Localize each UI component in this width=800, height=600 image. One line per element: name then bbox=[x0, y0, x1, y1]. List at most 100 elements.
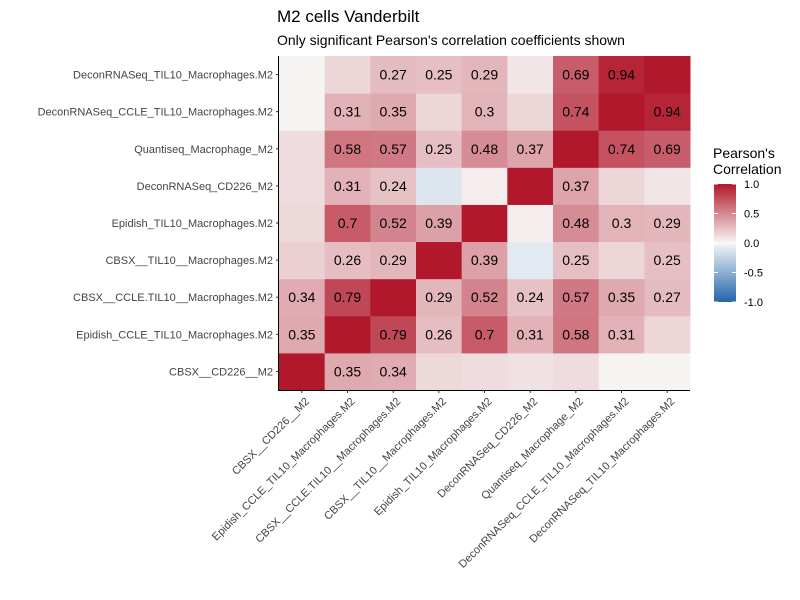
cell-value-label: 0.35 bbox=[380, 104, 407, 120]
heatmap-cell bbox=[370, 315, 417, 354]
heatmap-cell bbox=[324, 241, 371, 280]
heatmap-cell bbox=[324, 315, 371, 354]
cell-value-label: 0.29 bbox=[471, 67, 498, 83]
cell-value-label: 0.57 bbox=[562, 289, 589, 305]
cell-value-label: 0.3 bbox=[612, 215, 632, 231]
heatmap-cell bbox=[553, 278, 600, 317]
cell-value-label: 0.25 bbox=[425, 67, 452, 83]
cell-value-label: 0.74 bbox=[608, 141, 635, 157]
cell-value-label: 0.79 bbox=[334, 289, 361, 305]
heatmap-cell bbox=[279, 278, 326, 317]
y-tick-label: CBSX__TIL10__Macrophages.M2 bbox=[105, 255, 273, 267]
heatmap-cell bbox=[598, 204, 645, 243]
legend-tick-label: 0.0 bbox=[744, 238, 759, 250]
heatmap-cell bbox=[416, 315, 463, 354]
heatmap-cell bbox=[644, 56, 691, 94]
cell-value-label: 0.35 bbox=[288, 326, 315, 342]
cell-value-label: 0.39 bbox=[471, 252, 498, 268]
heatmap-cell bbox=[507, 352, 554, 391]
heatmap-cell bbox=[644, 93, 691, 131]
heatmap-cell bbox=[553, 241, 600, 280]
heatmap-cell bbox=[461, 315, 508, 354]
heatmap-cell bbox=[507, 278, 554, 317]
heatmap-cell bbox=[598, 167, 645, 205]
heatmap-cell bbox=[324, 130, 371, 168]
heatmap-cell bbox=[324, 352, 371, 391]
y-axis-tick-labels: CBSX__CD226__M2 Epidish_CCLE_TIL10_Macrop… bbox=[38, 70, 279, 378]
heatmap-cell bbox=[324, 278, 371, 317]
chart-title: M2 cells Vanderbilt bbox=[277, 7, 420, 26]
heatmap-cell bbox=[553, 352, 600, 391]
heatmap-cell bbox=[553, 130, 600, 168]
cell-value-label: 0.69 bbox=[562, 67, 589, 83]
heatmap-cell bbox=[370, 204, 417, 243]
heatmap-cell bbox=[324, 204, 371, 243]
heatmap-cell bbox=[461, 278, 508, 317]
heatmap-cell bbox=[416, 352, 463, 391]
legend-tick-label: -0.5 bbox=[744, 268, 763, 280]
y-tick-label: DeconRNASeq_CCLE_TIL10_Macrophages.M2 bbox=[38, 107, 273, 119]
cell-value-label: 0.29 bbox=[425, 289, 452, 305]
cell-value-label: 0.35 bbox=[608, 289, 635, 305]
heatmap-cell bbox=[598, 56, 645, 94]
cell-value-label: 0.58 bbox=[562, 326, 589, 342]
heatmap-cell bbox=[598, 130, 645, 168]
heatmap-cell bbox=[370, 241, 417, 280]
cell-value-label: 0.3 bbox=[475, 104, 495, 120]
heatmap-cell bbox=[416, 93, 463, 131]
heatmap-cell bbox=[279, 167, 326, 205]
heatmap-cell bbox=[507, 204, 554, 243]
cell-value-label: 0.94 bbox=[608, 67, 635, 83]
legend-tick-label: -1.0 bbox=[744, 297, 763, 309]
legend-title-line-2: Correlation bbox=[713, 161, 781, 177]
heatmap-cell bbox=[644, 204, 691, 243]
heatmap-cell bbox=[553, 204, 600, 243]
heatmap-cell bbox=[370, 130, 417, 168]
cell-value-label: 0.52 bbox=[471, 289, 498, 305]
heatmap-cell bbox=[279, 241, 326, 280]
heatmap-cell bbox=[644, 130, 691, 168]
heatmap-cell bbox=[461, 204, 508, 243]
cell-value-label: 0.29 bbox=[654, 215, 681, 231]
cell-value-label: 0.58 bbox=[334, 141, 361, 157]
cell-value-label: 0.52 bbox=[380, 215, 407, 231]
heatmap-cell bbox=[416, 204, 463, 243]
x-axis-tick-labels: CBSX__CD226__M2Epidish_CCLE_TIL10_Macrop… bbox=[210, 390, 677, 571]
heatmap-cell bbox=[370, 93, 417, 131]
heatmap-cell bbox=[598, 93, 645, 131]
heatmap-cell bbox=[644, 278, 691, 317]
cell-value-label: 0.34 bbox=[288, 289, 315, 305]
y-tick-label: DeconRNASeq_TIL10_Macrophages.M2 bbox=[73, 70, 273, 82]
cell-value-label: 0.34 bbox=[380, 363, 407, 379]
heatmap-cell bbox=[324, 167, 371, 205]
heatmap-cell bbox=[553, 167, 600, 205]
cell-value-label: 0.24 bbox=[517, 289, 544, 305]
heatmap-cell bbox=[324, 56, 371, 94]
heatmap-cell-labels: 0.35 0.34 0.35 0.79 0.26 0.7 0.31 0.58 0.31 0.34 0… bbox=[288, 67, 681, 380]
heatmap-cell bbox=[416, 278, 463, 317]
cell-value-label: 0.24 bbox=[380, 178, 407, 194]
cell-value-label: 0.37 bbox=[562, 178, 589, 194]
cell-value-label: 0.74 bbox=[562, 104, 589, 120]
y-tick-label: Epidish_CCLE_TIL10_Macrophages.M2 bbox=[76, 329, 273, 341]
axes bbox=[278, 56, 690, 391]
heatmap-cell bbox=[279, 56, 326, 94]
heatmap-cell bbox=[461, 56, 508, 94]
y-tick-label: Epidish_TIL10_Macrophages.M2 bbox=[112, 218, 273, 230]
heatmap-cell bbox=[507, 56, 554, 94]
heatmap-cell bbox=[598, 352, 645, 391]
legend-tick-label: 1.0 bbox=[744, 179, 759, 191]
cell-value-label: 0.7 bbox=[475, 326, 495, 342]
heatmap-cell bbox=[598, 241, 645, 280]
heatmap-cell bbox=[644, 167, 691, 205]
cell-value-label: 0.37 bbox=[517, 141, 544, 157]
cell-value-label: 0.27 bbox=[380, 67, 407, 83]
y-tick-label: Quantiseq_Macrophage_M2 bbox=[134, 144, 273, 156]
cell-value-label: 0.25 bbox=[425, 141, 452, 157]
x-tick-label: DeconRNASeq_CCLE_TIL10_Macrophages.M2 bbox=[457, 396, 632, 571]
heatmap-cell bbox=[644, 315, 691, 354]
heatmap-cell bbox=[461, 241, 508, 280]
cell-value-label: 0.57 bbox=[380, 141, 407, 157]
heatmap-cell bbox=[279, 352, 326, 391]
heatmap-cell bbox=[279, 315, 326, 354]
